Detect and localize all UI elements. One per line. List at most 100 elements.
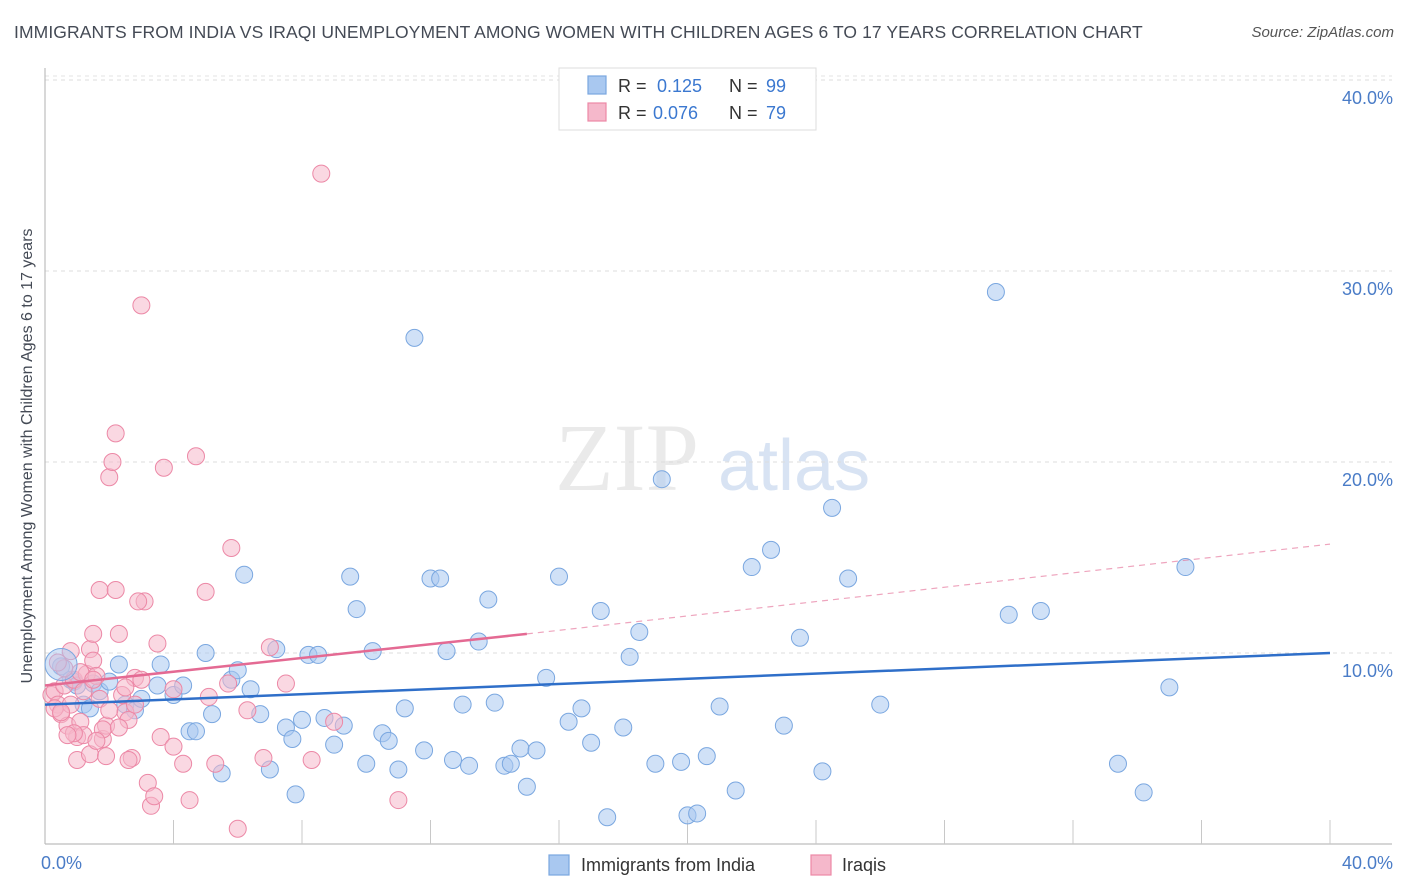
data-point bbox=[44, 647, 78, 681]
data-point bbox=[74, 682, 93, 701]
data-points bbox=[42, 164, 1195, 838]
data-point bbox=[517, 777, 536, 796]
data-point bbox=[109, 655, 128, 674]
data-point bbox=[206, 754, 225, 773]
data-point bbox=[652, 470, 671, 489]
data-point bbox=[276, 674, 295, 693]
data-point bbox=[100, 701, 119, 720]
data-point bbox=[116, 678, 135, 697]
bottom-legend-swatch-india bbox=[548, 854, 570, 876]
data-point bbox=[219, 674, 238, 693]
data-point bbox=[90, 580, 109, 599]
data-point bbox=[109, 624, 128, 643]
data-point bbox=[710, 697, 729, 716]
data-point bbox=[286, 785, 305, 804]
data-point bbox=[871, 695, 890, 714]
data-point bbox=[254, 749, 273, 768]
data-point bbox=[103, 453, 122, 471]
axes: 10.0% 20.0% 30.0% 40.0% 0.0% 40.0% bbox=[41, 68, 1393, 873]
series-iraqis bbox=[42, 164, 408, 838]
data-point bbox=[389, 760, 408, 779]
data-point bbox=[614, 718, 633, 737]
data-point bbox=[550, 567, 568, 586]
data-point bbox=[726, 781, 745, 800]
data-point bbox=[443, 750, 462, 769]
data-point bbox=[501, 754, 520, 773]
data-point bbox=[357, 754, 376, 773]
legend-n-value-india: 99 bbox=[766, 76, 786, 96]
data-point bbox=[186, 722, 205, 741]
data-point bbox=[347, 600, 366, 619]
watermark-zip: ZIP bbox=[555, 404, 699, 511]
data-point bbox=[151, 655, 170, 674]
bottom-legend-swatch-iraqis bbox=[810, 854, 832, 876]
data-point bbox=[620, 647, 639, 666]
y-tick-label: 30.0% bbox=[1342, 279, 1393, 299]
data-point bbox=[151, 728, 170, 747]
legend-n-value-iraqis: 79 bbox=[766, 103, 786, 123]
data-point bbox=[813, 762, 832, 781]
data-point bbox=[688, 804, 707, 823]
data-point bbox=[164, 737, 183, 756]
data-point bbox=[52, 703, 71, 722]
bottom-legend-label-india: Immigrants from India bbox=[581, 855, 756, 875]
data-point bbox=[186, 447, 205, 466]
data-point bbox=[431, 569, 450, 588]
data-point bbox=[479, 590, 498, 609]
trend-lines bbox=[44, 543, 1331, 706]
data-point bbox=[986, 283, 1005, 302]
data-point bbox=[58, 726, 77, 745]
data-point bbox=[238, 701, 257, 720]
data-point bbox=[823, 498, 842, 517]
data-point bbox=[106, 424, 125, 443]
data-point bbox=[672, 752, 691, 771]
data-point bbox=[174, 754, 193, 773]
y-axis-label: Unemployment Among Women with Children A… bbox=[19, 228, 36, 683]
data-point bbox=[154, 458, 173, 477]
legend-r-label-india: R = bbox=[618, 76, 647, 96]
data-point bbox=[196, 582, 215, 601]
data-point bbox=[87, 731, 106, 750]
data-point bbox=[559, 712, 578, 731]
data-point bbox=[203, 705, 222, 724]
data-point bbox=[389, 791, 408, 810]
y-tick-label: 40.0% bbox=[1342, 88, 1393, 108]
chart-title: IMMIGRANTS FROM INDIA VS IRAQI UNEMPLOYM… bbox=[14, 22, 1143, 42]
data-point bbox=[196, 644, 215, 662]
data-point bbox=[572, 699, 591, 718]
data-point bbox=[630, 622, 649, 641]
data-point bbox=[839, 569, 858, 588]
data-point bbox=[742, 558, 761, 577]
legend-n-label-iraqis: N = bbox=[729, 103, 758, 123]
data-point bbox=[1108, 754, 1127, 773]
y-tick-label: 20.0% bbox=[1342, 470, 1393, 490]
data-point bbox=[591, 601, 610, 620]
legend-r-label-iraqis: R = bbox=[618, 103, 647, 123]
bottom-legend-label-iraqis: Iraqis bbox=[842, 855, 886, 875]
x-tick-label: 40.0% bbox=[1342, 853, 1393, 873]
trend-line-iraqis bbox=[44, 632, 528, 687]
data-point bbox=[283, 729, 302, 748]
legend-r-value-iraqis: 0.076 bbox=[653, 103, 698, 123]
data-point bbox=[106, 580, 125, 599]
data-point bbox=[646, 754, 665, 773]
data-point bbox=[129, 592, 148, 611]
legend-swatch-india bbox=[587, 75, 607, 95]
data-point bbox=[511, 739, 530, 758]
trend-line-extension-iraqis bbox=[526, 543, 1331, 635]
data-point bbox=[527, 741, 546, 760]
bottom-legend: Immigrants from India Iraqis bbox=[548, 854, 886, 876]
data-point bbox=[119, 750, 138, 769]
data-point bbox=[395, 699, 414, 718]
data-point bbox=[109, 718, 128, 737]
legend-r-value-india: 0.125 bbox=[657, 76, 702, 96]
data-point bbox=[379, 731, 398, 750]
data-point bbox=[132, 296, 151, 315]
data-point bbox=[164, 680, 183, 699]
data-point bbox=[405, 328, 424, 347]
legend-swatch-iraqis bbox=[587, 102, 607, 122]
data-point bbox=[790, 628, 809, 647]
data-point bbox=[125, 695, 144, 714]
data-point bbox=[341, 567, 360, 586]
